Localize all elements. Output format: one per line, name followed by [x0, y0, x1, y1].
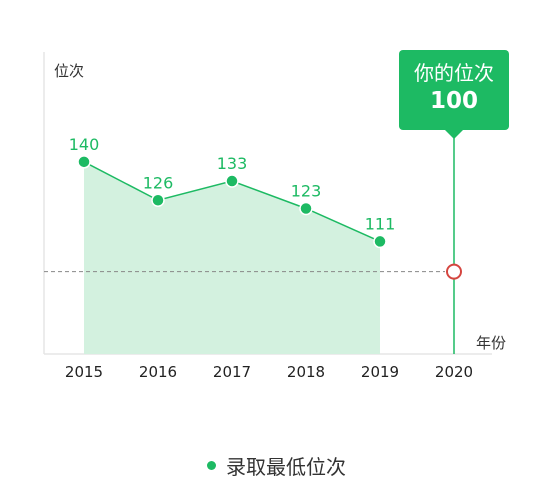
- x-tick-label-2020: 2020: [435, 363, 473, 381]
- callout-value: 100: [429, 88, 478, 114]
- x-tick-label-2019: 2019: [361, 363, 399, 381]
- data-point-2016: [151, 193, 165, 208]
- your-rank-callout: 你的位次 100: [399, 50, 509, 139]
- x-tick-label-2015: 2015: [65, 363, 103, 381]
- data-label-2017: 133: [217, 154, 248, 173]
- data-point-2015: [77, 155, 91, 169]
- data-label-2019: 111: [365, 214, 396, 233]
- data-label-2018: 123: [291, 181, 322, 200]
- legend[interactable]: 录取最低位次: [0, 450, 553, 480]
- x-axis-title: 年份: [476, 334, 507, 352]
- y-axis-title: 位次: [54, 62, 85, 80]
- series-area: [84, 161, 380, 354]
- x-tick-label-2017: 2017: [213, 363, 251, 381]
- data-point-2017: [225, 174, 239, 188]
- your-rank-marker: [446, 263, 462, 280]
- x-tick-label-2016: 2016: [139, 363, 177, 381]
- data-label-2016: 126: [143, 173, 174, 192]
- callout-title: 你的位次: [414, 61, 494, 85]
- legend-marker-icon: [207, 460, 216, 470]
- data-point-2018: [299, 201, 313, 216]
- legend-label: 录取最低位次: [226, 454, 346, 479]
- data-label-2015: 140: [69, 135, 100, 154]
- x-tick-label-2018: 2018: [287, 363, 325, 381]
- data-point-2019: [373, 234, 387, 249]
